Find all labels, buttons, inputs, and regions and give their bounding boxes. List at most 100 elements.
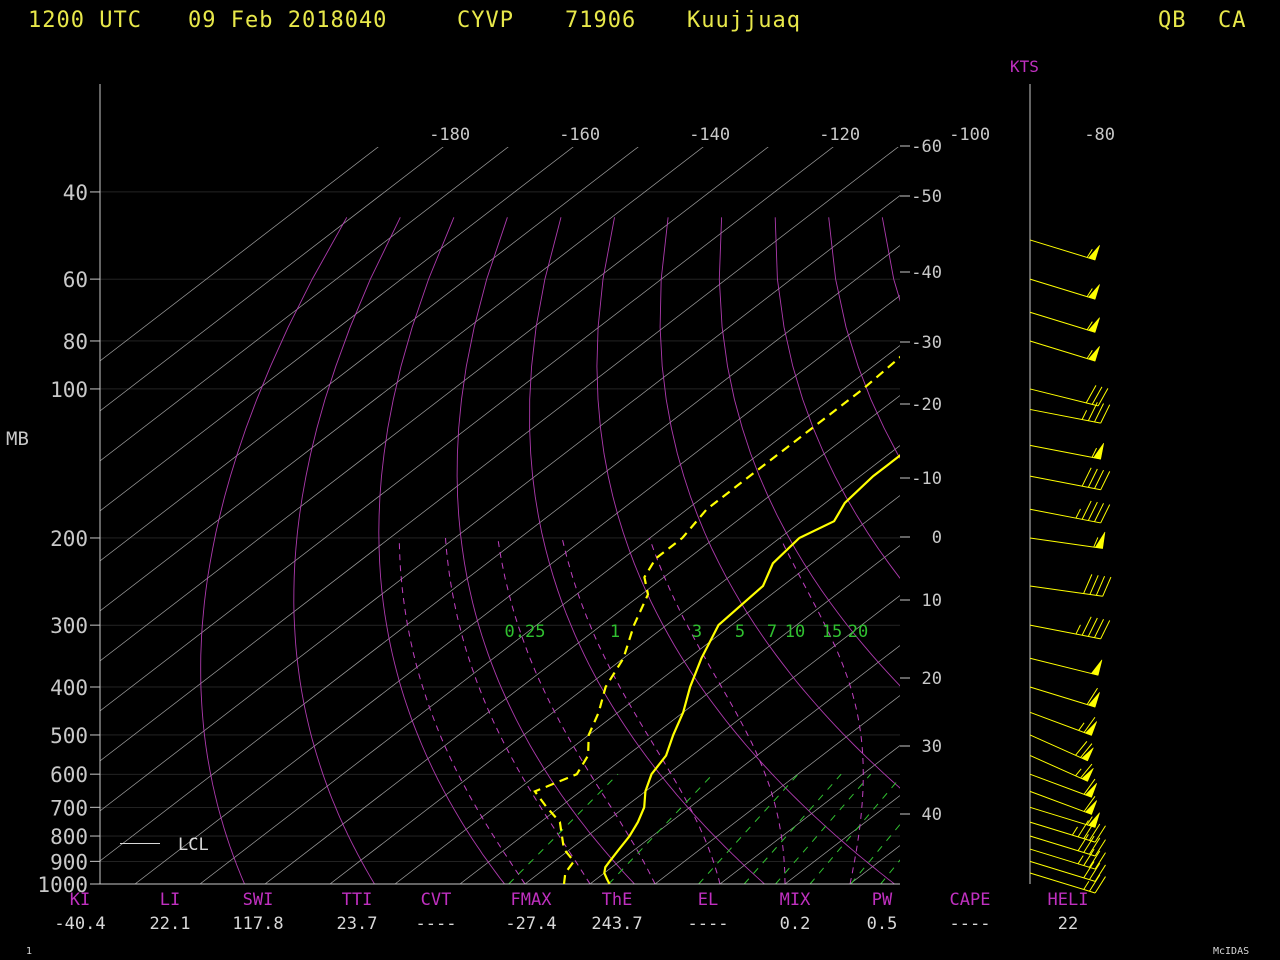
wind-barb-full (1094, 864, 1106, 882)
wind-barb-full (1077, 834, 1089, 852)
index-name-li: LI (159, 890, 181, 910)
pressure-tick-label: 800 (50, 825, 88, 849)
wind-barb-full (1094, 503, 1104, 522)
moist-adiabat (561, 537, 721, 884)
frame-number: 1 (26, 946, 33, 957)
wind-barb-half (1086, 288, 1093, 297)
wind-barb-full (1087, 617, 1098, 637)
temperature-profile (603, 454, 900, 884)
dry-adiabat (1204, 217, 1280, 894)
dry-adiabat (378, 217, 506, 884)
wind-barb-full (1094, 469, 1104, 489)
index-name-the: ThE (601, 890, 633, 910)
index-value-el: ---- (687, 914, 729, 934)
index-value-swi: 117.8 (232, 914, 284, 934)
wind-barb (1029, 239, 1100, 261)
mixing-ratio-label: 0.25 (505, 622, 546, 642)
pressure-tick-label: 900 (50, 850, 88, 874)
top-temp-label: -160 (559, 125, 600, 145)
isotherm-line (394, 495, 900, 884)
wind-barb-full (1083, 796, 1096, 812)
index-name-tti: TTI (341, 890, 373, 910)
wind-barb-half (1086, 321, 1093, 331)
wind-barb-staff (1029, 537, 1103, 549)
wind-barb (1029, 773, 1098, 798)
wind-barb-flag (1094, 531, 1106, 549)
wind-barb (1029, 574, 1112, 597)
wind-barb-full (1083, 861, 1095, 879)
mixing-ratio-label: 20 (848, 622, 868, 642)
index-name-fmax: FMAX (510, 890, 552, 910)
right-temp-label: 30 (922, 737, 942, 757)
wind-barb-full (1094, 852, 1106, 870)
index-value-heli: 22 (1057, 914, 1079, 934)
index-value-cvt: ---- (415, 914, 457, 934)
wind-barb-full (1083, 848, 1095, 866)
index-name-cvt: CVT (420, 890, 452, 910)
isotherm-line (134, 295, 900, 884)
isotherm-line (100, 147, 639, 562)
pressure-tick-label: 700 (50, 796, 88, 820)
wind-barb-full (1094, 876, 1106, 894)
wind-barb-staff (1029, 585, 1103, 597)
isotherm-line (849, 845, 900, 884)
wind-barb-staff (1029, 790, 1092, 815)
index-name-heli: HELI (1047, 890, 1089, 910)
isotherm-line (100, 147, 509, 462)
dry-adiabat (936, 217, 1280, 894)
wind-barb-full (1081, 500, 1092, 520)
wind-barb-full (1075, 741, 1088, 756)
index-name-el: EL (697, 890, 719, 910)
country-code: CA (1218, 8, 1247, 33)
wind-barb-full (1080, 763, 1093, 779)
wind-barb (1029, 860, 1106, 882)
wind-barb-flag (1084, 721, 1098, 736)
province-code: QB (1158, 8, 1187, 33)
wind-barb (1029, 616, 1111, 640)
mixing-ratio-label: 7 (767, 622, 777, 642)
right-temp-label: 0 (932, 528, 942, 548)
wind-barb-full (1091, 386, 1103, 405)
pressure-axis-label: MB (6, 428, 29, 450)
wind-barb (1029, 385, 1109, 407)
wind-barb-half (1075, 508, 1081, 519)
wind-barb-staff (1029, 444, 1101, 460)
wind-barb-staff (1029, 755, 1088, 782)
index-name-swi: SWI (242, 890, 274, 910)
wind-barb (1029, 734, 1094, 762)
dry-adiabat (529, 217, 766, 884)
wind-barb-half (1075, 624, 1081, 635)
dry-adiabat (293, 217, 401, 884)
wind-axis-label: KTS (1010, 57, 1039, 76)
wind-barb-staff (1029, 239, 1096, 261)
wind-barb-full (1089, 837, 1101, 855)
pressure-tick-label: 60 (63, 268, 88, 292)
moist-adiabat (779, 537, 864, 884)
wind-barb-full (1077, 820, 1089, 838)
index-value-pw: 0.5 (866, 914, 898, 934)
isotherm-line (524, 595, 900, 884)
wind-barb-staff (1029, 835, 1096, 857)
isotherm-line (1096, 130, 1280, 894)
mixing-ratio-line (698, 773, 799, 884)
wind-barb-staff (1029, 408, 1101, 424)
wind-barb (1029, 872, 1106, 894)
wind-barb-flag (1088, 317, 1100, 333)
wind-barb-staff (1029, 848, 1096, 870)
wind-barb-staff (1029, 475, 1101, 491)
isotherm-line (329, 445, 900, 884)
wind-barb-half (1093, 537, 1099, 548)
wind-barb (1029, 442, 1105, 460)
isotherm-line (589, 645, 900, 884)
wind-barb-full (1100, 620, 1111, 640)
mixing-ratio-line (775, 773, 872, 884)
pressure-tick-label: 80 (63, 330, 88, 354)
wind-barb-full (1094, 839, 1106, 857)
wind-barb-half (1086, 248, 1093, 258)
wind-barb-full (1087, 501, 1098, 521)
wind-barb-full (1085, 385, 1097, 404)
moist-adiabat (398, 537, 526, 884)
isotherm-line (100, 195, 900, 812)
wind-barb-full (1089, 850, 1101, 868)
moist-adiabat (445, 537, 591, 884)
